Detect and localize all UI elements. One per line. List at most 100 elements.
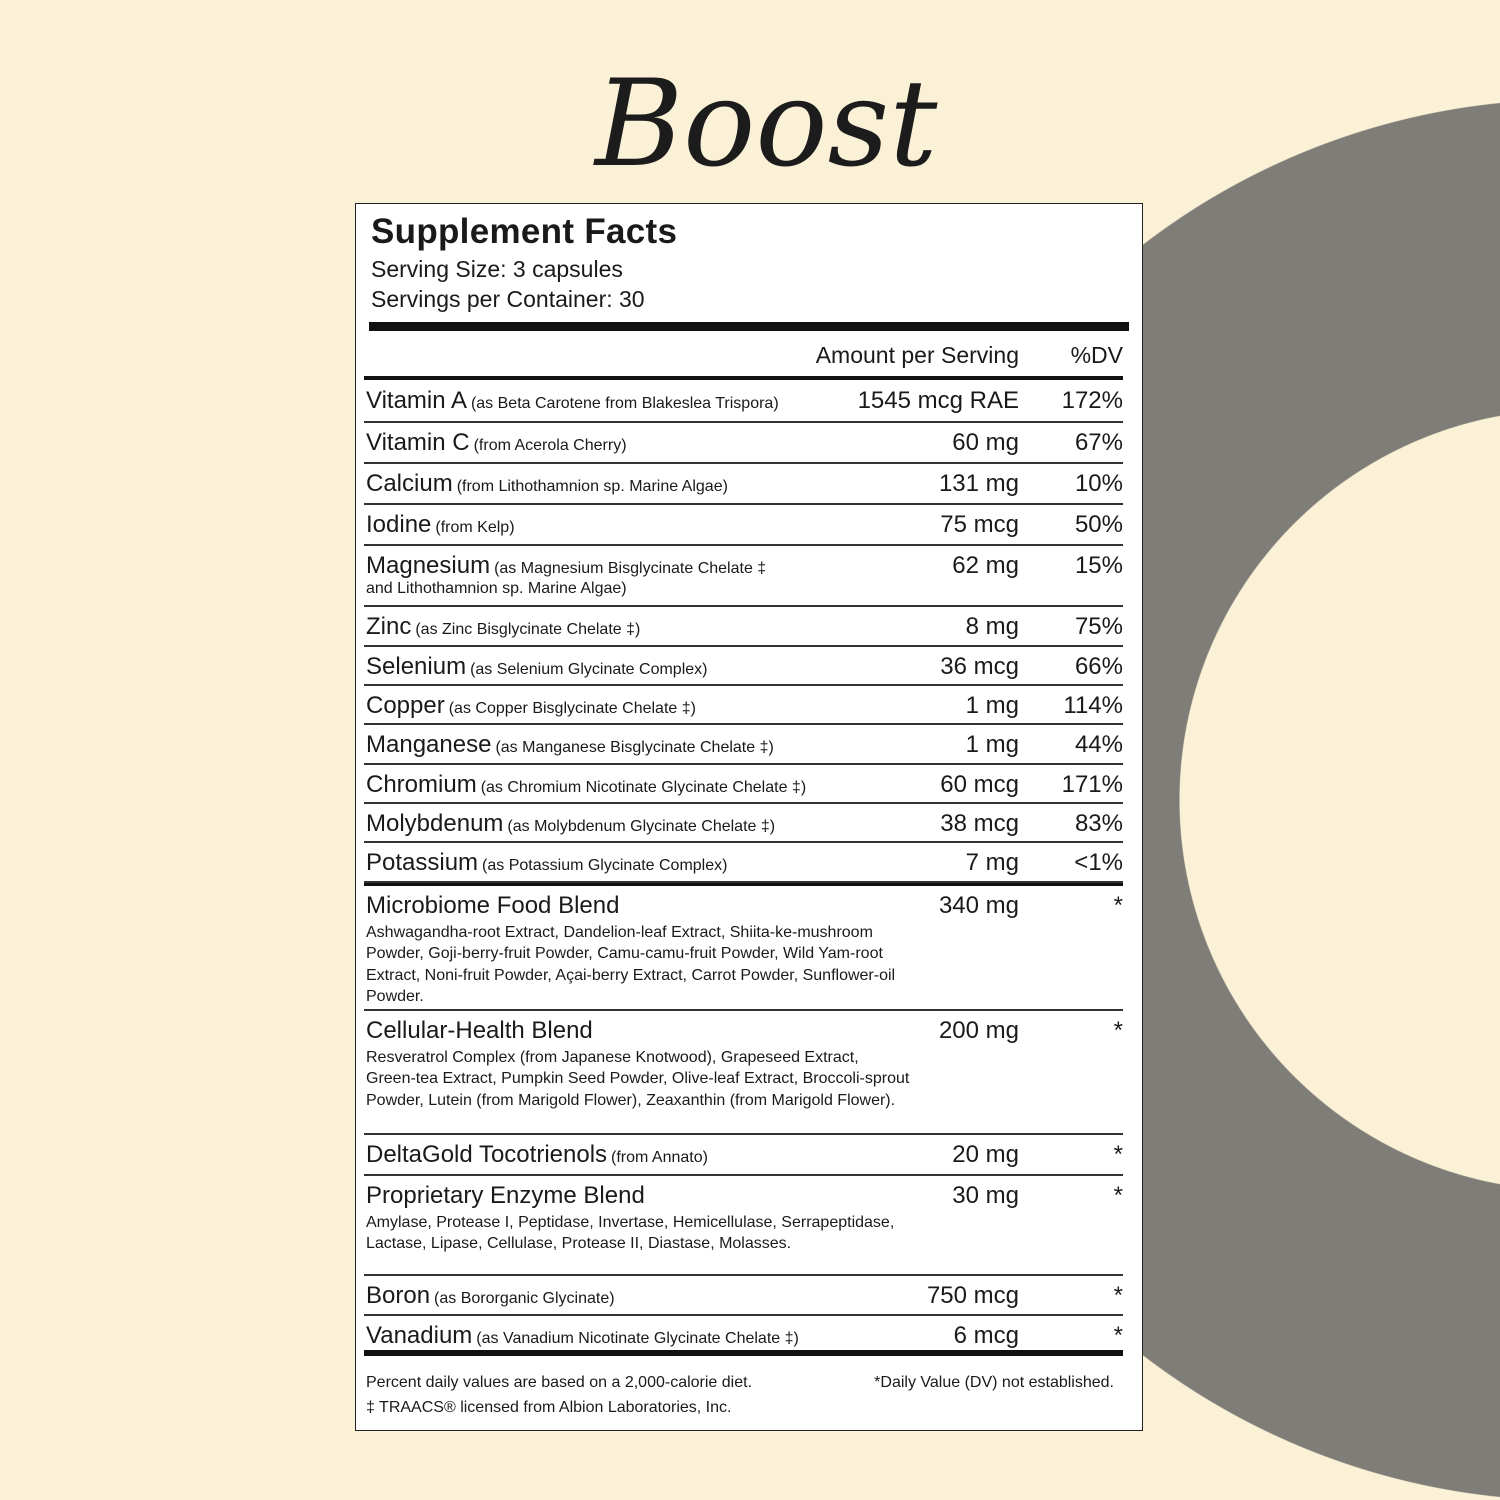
nutrient-name: Magnesium (as Magnesium Bisglycinate Chel…	[366, 552, 766, 580]
blend-row: Cellular-Health Blend Resveratrol Complex…	[364, 1011, 1123, 1135]
blend-dv: *	[1113, 1141, 1123, 1168]
nutrient-amount: 60 mcg	[940, 771, 1019, 798]
nutrient-dv: 67%	[1074, 429, 1123, 456]
footnote-traacs: ‡ TRAACS® licensed from Albion Laborator…	[366, 1399, 732, 1416]
nutrient-name-text: Molybdenum	[366, 810, 504, 837]
header-dv: %DV	[1070, 342, 1123, 368]
footnote-dv: Percent daily values are based on a 2,00…	[366, 1374, 753, 1391]
nutrient-row: Vitamin A (as Beta Carotene from Blakesle…	[364, 381, 1123, 423]
nutrient-amount: 62 mg	[952, 552, 1019, 579]
blend-ingredients: Amylase, Protease I, Peptidase, Invertas…	[366, 1214, 895, 1253]
nutrient-name: Copper (as Copper Bisglycinate Chelate ‡)	[366, 692, 696, 720]
blend-dv: *	[1113, 1322, 1123, 1349]
nutrient-source: (as Magnesium Bisglycinate Chelate ‡	[494, 560, 767, 577]
nutrient-dv: 15%	[1074, 552, 1123, 579]
nutrient-source: (from Acerola Cherry)	[473, 437, 627, 454]
blend-row: Vanadium (as Vanadium Nicotinate Glycinat…	[364, 1316, 1123, 1356]
divider-thick	[364, 881, 1123, 886]
nutrient-row: Magnesium (as Magnesium Bisglycinate Chel…	[364, 546, 1123, 607]
nutrient-name: Selenium (as Selenium Glycinate Complex)	[366, 653, 707, 681]
nutrient-name: Zinc (as Zinc Bisglycinate Chelate ‡)	[366, 613, 640, 641]
nutrient-dv: 172%	[1061, 387, 1123, 414]
blend-source: (as Bororganic Glycinate)	[434, 1290, 615, 1307]
nutrient-amount: 7 mg	[965, 849, 1019, 876]
panel-title: Supplement Facts	[371, 212, 678, 251]
blend-dv: *	[1113, 1182, 1123, 1209]
blend-name: Proprietary Enzyme Blend	[366, 1182, 645, 1210]
nutrient-row: Vitamin C (from Acerola Cherry) 60 mg 67%	[364, 423, 1123, 464]
nutrient-source: (as Molybdenum Glycinate Chelate ‡)	[507, 818, 776, 835]
nutrient-table: Vitamin A (as Beta Carotene from Blakesle…	[364, 381, 1123, 1356]
blend-row: Boron (as Bororganic Glycinate) 750 mcg *	[364, 1276, 1123, 1316]
blend-name-text: Boron	[366, 1282, 431, 1309]
servings-per-container: Servings per Container: 30	[371, 286, 645, 312]
blend-ingredients: Ashwagandha-root Extract, Dandelion-leaf…	[366, 924, 896, 1005]
blend-name-text: DeltaGold Tocotrienols	[366, 1141, 608, 1168]
nutrient-name: Iodine (from Kelp)	[366, 511, 515, 539]
nutrient-amount: 131 mg	[938, 470, 1019, 497]
blend-name: Boron (as Bororganic Glycinate)	[366, 1282, 615, 1310]
nutrient-name-text: Calcium	[366, 470, 453, 497]
nutrient-source: (from Lithothamnion sp. Marine Algae)	[456, 478, 728, 495]
blend-amount: 340 mg	[938, 892, 1019, 919]
nutrient-name-text: Vitamin A	[366, 387, 467, 414]
blend-dv: *	[1113, 892, 1123, 919]
nutrient-name: Manganese (as Manganese Bisglycinate Chel…	[366, 731, 774, 759]
blend-name-text: Microbiome Food Blend	[366, 892, 620, 919]
nutrient-row: Selenium (as Selenium Glycinate Complex) 3…	[364, 647, 1123, 686]
blend-dv: *	[1113, 1282, 1123, 1309]
nutrient-name-text: Selenium	[366, 653, 467, 680]
nutrient-source: (as Beta Carotene from Blakeslea Trispor…	[470, 395, 779, 412]
nutrient-amount: 60 mg	[952, 429, 1019, 456]
nutrient-dv: 114%	[1063, 692, 1123, 719]
nutrient-name: Potassium (as Potassium Glycinate Complex…	[366, 849, 727, 877]
nutrient-amount: 1 mg	[965, 731, 1019, 758]
nutrient-dv: 83%	[1074, 810, 1123, 837]
nutrient-amount: 1 mg	[965, 692, 1019, 719]
nutrient-source: (from Kelp)	[435, 519, 515, 536]
nutrient-dv: 171%	[1061, 771, 1123, 798]
nutrient-dv: <1%	[1074, 849, 1123, 876]
nutrient-dv: 50%	[1074, 511, 1123, 538]
blend-amount: 30 mg	[952, 1182, 1019, 1209]
nutrient-dv: 75%	[1074, 613, 1123, 640]
nutrient-amount: 38 mcg	[940, 810, 1019, 837]
nutrient-name-text: Vitamin C	[366, 429, 470, 456]
blend-name-text: Cellular-Health Blend	[366, 1017, 593, 1044]
nutrient-source: (as Manganese Bisglycinate Chelate ‡)	[495, 739, 774, 756]
nutrient-source: (as Potassium Glycinate Complex)	[482, 857, 728, 874]
nutrient-dv: 44%	[1074, 731, 1123, 758]
blend-amount: 750 mcg	[926, 1282, 1019, 1309]
nutrient-name: Chromium (as Chromium Nicotinate Glycinat…	[366, 771, 806, 799]
nutrient-source: (as Selenium Glycinate Complex)	[470, 661, 708, 678]
blend-amount: 200 mg	[938, 1017, 1019, 1044]
blend-name: Cellular-Health Blend	[366, 1017, 593, 1045]
nutrient-name: Calcium (from Lithothamnion sp. Marine Al…	[366, 470, 728, 498]
nutrient-row: Iodine (from Kelp) 75 mcg 50%	[364, 505, 1123, 546]
nutrient-name-text: Manganese	[366, 731, 492, 758]
blend-ingredients: Resveratrol Complex (from Japanese Knotw…	[366, 1049, 910, 1109]
nutrient-amount: 8 mg	[965, 613, 1019, 640]
blend-row: DeltaGold Tocotrienols (from Annato) 20 mg…	[364, 1135, 1123, 1176]
nutrient-amount: 36 mcg	[940, 653, 1019, 680]
nutrient-row: Zinc (as Zinc Bisglycinate Chelate ‡) 8 mg…	[364, 607, 1123, 647]
footnote-star: *Daily Value (DV) not established.	[874, 1374, 1114, 1391]
nutrient-amount: 75 mcg	[940, 511, 1019, 538]
divider-thick	[369, 322, 1129, 331]
nutrient-dv: 66%	[1074, 653, 1123, 680]
supplement-facts-panel: Supplement Facts Serving Size: 3 capsule…	[355, 203, 1143, 1431]
brand-logo: Boost	[593, 55, 938, 194]
nutrient-name-text: Potassium	[366, 849, 479, 876]
blend-name: Microbiome Food Blend	[366, 892, 619, 920]
nutrient-name: Vitamin C (from Acerola Cherry)	[366, 429, 627, 457]
nutrient-dv: 10%	[1074, 470, 1123, 497]
nutrient-name-text: Zinc	[366, 613, 412, 640]
blend-name-text: Vanadium	[366, 1322, 473, 1349]
nutrient-name-text: Iodine	[366, 511, 432, 538]
nutrient-source: (as Copper Bisglycinate Chelate ‡)	[448, 700, 696, 717]
nutrient-row: Manganese (as Manganese Bisglycinate Chel…	[364, 725, 1123, 765]
blend-amount: 6 mcg	[953, 1322, 1019, 1349]
nutrient-row: Calcium (from Lithothamnion sp. Marine Al…	[364, 464, 1123, 505]
blend-source: (from Annato)	[611, 1149, 708, 1166]
nutrient-name-text: Chromium	[366, 771, 477, 798]
